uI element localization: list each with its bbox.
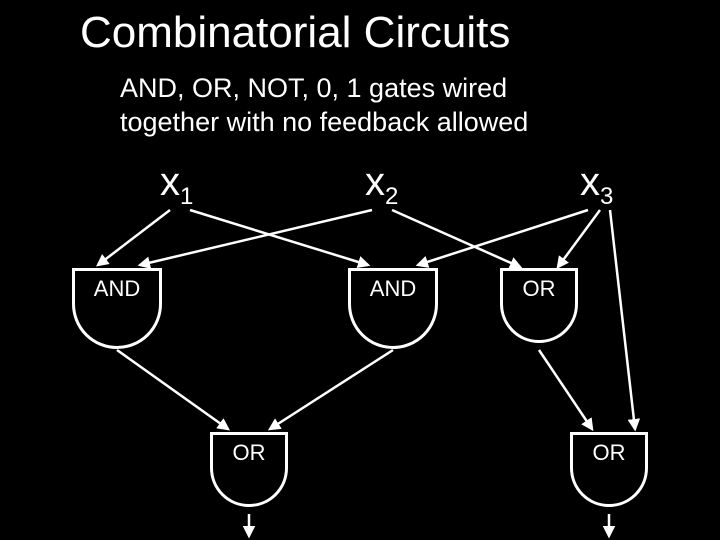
wire: [140, 210, 372, 265]
subtitle-line1: AND, OR, NOT, 0, 1 gates wired: [120, 73, 507, 103]
gate-or2: OR: [210, 432, 288, 506]
page-title: Combinatorial Circuits: [80, 8, 510, 58]
gate-or1-label: OR: [500, 276, 578, 302]
wire: [98, 210, 170, 265]
wire: [117, 350, 228, 429]
gate-or1: OR: [500, 268, 578, 342]
gate-or3-label: OR: [570, 440, 648, 466]
input-x1-var: x: [160, 160, 180, 204]
input-x3: x3: [580, 160, 613, 211]
subtitle: AND, OR, NOT, 0, 1 gates wired together …: [120, 72, 528, 140]
wire: [270, 350, 393, 429]
wire: [418, 210, 588, 265]
input-x2-var: x: [365, 160, 385, 204]
wire: [558, 210, 600, 267]
gate-and1: AND: [72, 268, 162, 342]
gate-and1-label: AND: [72, 276, 162, 302]
gate-or3: OR: [570, 432, 648, 506]
input-x2: x2: [365, 160, 398, 211]
wire: [392, 210, 520, 267]
gate-and2: AND: [348, 268, 438, 342]
wire: [190, 210, 368, 265]
gate-and2-label: AND: [348, 276, 438, 302]
input-x2-sub: 2: [385, 183, 398, 210]
slide: Combinatorial Circuits AND, OR, NOT, 0, …: [0, 0, 720, 540]
input-x3-var: x: [580, 160, 600, 204]
wire: [539, 350, 592, 429]
input-x3-sub: 3: [600, 183, 613, 210]
gate-or2-label: OR: [210, 440, 288, 466]
input-x1: x1: [160, 160, 193, 211]
subtitle-line2: together with no feedback allowed: [120, 107, 528, 137]
wire: [610, 210, 635, 429]
input-x1-sub: 1: [180, 183, 193, 210]
